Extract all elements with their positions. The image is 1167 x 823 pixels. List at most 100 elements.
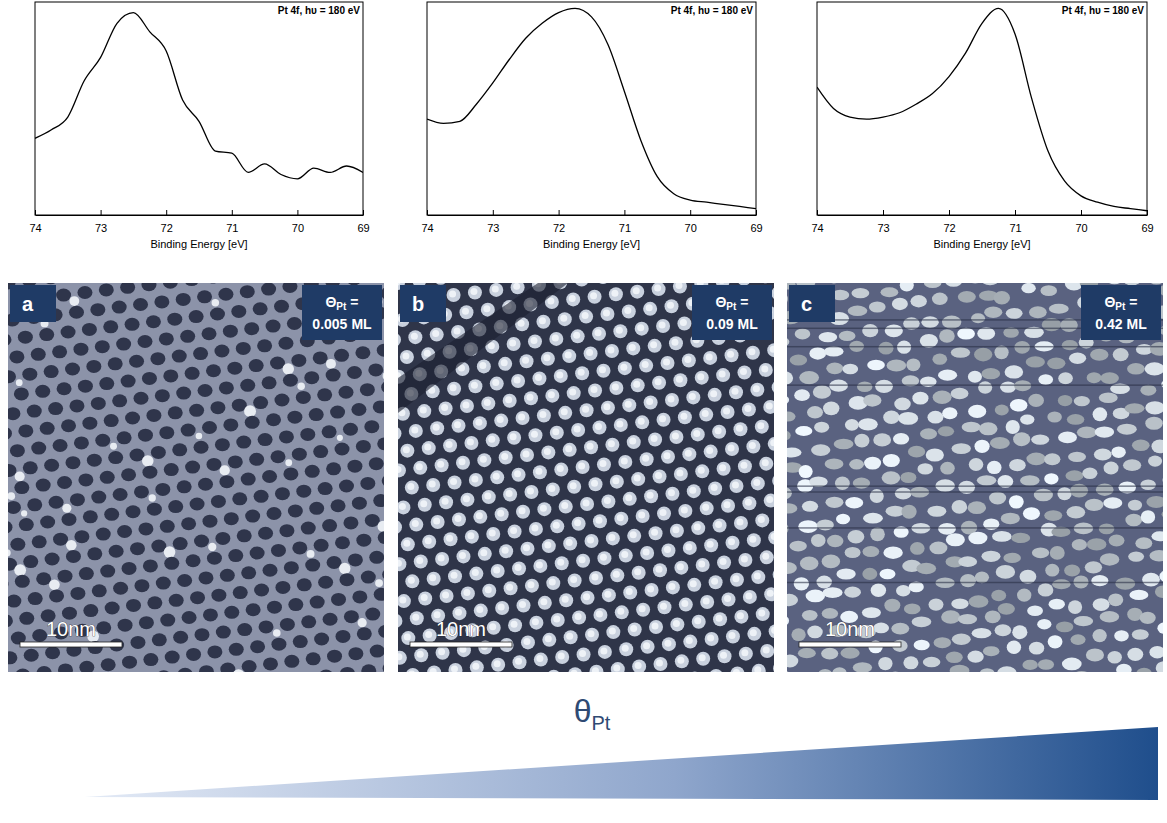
stm-cluster-highlight: [454, 328, 461, 335]
stm-hole: [318, 576, 333, 589]
stm-cluster: [597, 457, 611, 471]
stm-cluster: [538, 596, 552, 610]
stm-adatom: [16, 379, 23, 386]
stm-hole: [210, 401, 225, 414]
stm-cluster: [1159, 570, 1163, 583]
stm-cluster: [834, 439, 854, 450]
stm-cluster-highlight: [740, 368, 747, 375]
plot-frame: [817, 2, 1147, 215]
stm-hole: [23, 555, 38, 568]
stm-hole: [39, 328, 54, 341]
stm-cluster: [787, 371, 793, 385]
stm-cluster: [1093, 407, 1108, 421]
stm-hole: [83, 510, 98, 523]
stm-cluster-highlight: [557, 465, 564, 472]
stm-cluster-highlight: [404, 634, 411, 641]
stm-hole: [176, 293, 191, 306]
stm-cluster-highlight: [532, 618, 539, 625]
stm-hole: [22, 368, 37, 381]
stm-hole: [314, 539, 329, 552]
stm-cluster: [576, 554, 590, 568]
stm-cluster: [656, 319, 670, 333]
stm-cluster: [987, 461, 1002, 474]
stm-cluster-highlight: [591, 386, 598, 393]
stm-cluster: [473, 510, 487, 524]
stm-cluster: [942, 407, 957, 419]
stm-cluster: [427, 572, 441, 586]
stm-cluster: [652, 376, 666, 390]
coverage-value: 0.005ML: [312, 316, 372, 332]
stm-cluster-highlight: [655, 472, 662, 479]
tick-mark: [624, 210, 625, 215]
stm-cluster-highlight: [728, 538, 735, 545]
stm-cluster: [1052, 579, 1070, 589]
stm-cluster: [971, 313, 985, 323]
stm-adatom: [212, 299, 220, 307]
stm-cluster-highlight: [694, 524, 701, 531]
stm-hole: [168, 406, 183, 419]
stm-cluster: [623, 492, 637, 506]
stm-cluster: [678, 410, 692, 424]
stm-cluster-highlight: [616, 327, 623, 334]
stm-cluster-highlight: [471, 382, 478, 389]
stm-cluster: [669, 336, 683, 350]
stm-hole: [197, 290, 212, 303]
stm-cluster: [836, 514, 850, 524]
stm-cluster: [1068, 600, 1082, 614]
stm-cluster: [491, 658, 505, 672]
stm-cluster-highlight: [472, 569, 479, 576]
stm-cluster-highlight: [591, 573, 598, 580]
stm-cluster: [444, 532, 458, 546]
figure: 747372717069Binding Energy [eV]Pt 4f, hυ…: [0, 0, 1167, 823]
stm-cluster: [806, 590, 825, 603]
stm-cluster: [821, 648, 838, 660]
stm-cluster-highlight: [571, 670, 578, 672]
stm-cluster-highlight: [494, 660, 501, 667]
stm-cluster-highlight: [706, 353, 713, 360]
stm-cluster: [772, 474, 774, 488]
stm-hole: [340, 667, 355, 672]
stm-cluster: [400, 444, 414, 458]
stm-hole: [190, 498, 205, 511]
stm-cluster: [1006, 308, 1023, 319]
stm-hole: [100, 565, 115, 578]
stm-hole: [327, 556, 342, 569]
stm-cluster-highlight: [467, 438, 474, 445]
stm-cluster: [807, 626, 822, 639]
stm-cluster-highlight: [548, 485, 555, 492]
stm-cluster: [862, 607, 881, 618]
scale-bar-label: 10nm: [825, 618, 875, 640]
stm-hole: [45, 552, 60, 565]
stm-cluster: [722, 592, 736, 606]
stm-cluster: [692, 615, 706, 629]
stm-cluster-highlight: [707, 541, 714, 548]
stm-cluster: [742, 496, 756, 510]
stm-cluster: [984, 307, 1002, 318]
stm-hole: [163, 369, 178, 382]
stm-cluster: [1142, 573, 1160, 587]
stm-cluster: [853, 662, 872, 672]
stm-cluster: [742, 402, 756, 416]
stm-background: [8, 283, 384, 672]
stm-cluster: [567, 386, 581, 400]
stm-cluster: [606, 625, 620, 639]
stm-cluster: [952, 500, 968, 514]
stm-cluster: [494, 414, 508, 428]
stm-cluster-highlight: [655, 378, 662, 385]
stm-cluster: [408, 330, 422, 344]
stm-cluster: [682, 353, 696, 367]
stm-cluster-highlight: [698, 561, 705, 568]
stm-cluster: [979, 422, 998, 435]
stm-cluster-highlight: [463, 495, 470, 502]
stm-cluster: [857, 381, 872, 392]
stm-cluster: [1044, 473, 1058, 484]
stm-cluster: [1029, 642, 1044, 655]
stm-hole: [193, 347, 208, 360]
stm-adatom: [326, 359, 336, 369]
stm-cluster: [768, 531, 774, 545]
stm-cluster-highlight: [736, 425, 743, 432]
stm-hole: [287, 317, 302, 330]
x-axis: 747372717069: [811, 210, 1153, 234]
tick: 70: [292, 210, 304, 234]
stm-cluster: [896, 585, 910, 596]
